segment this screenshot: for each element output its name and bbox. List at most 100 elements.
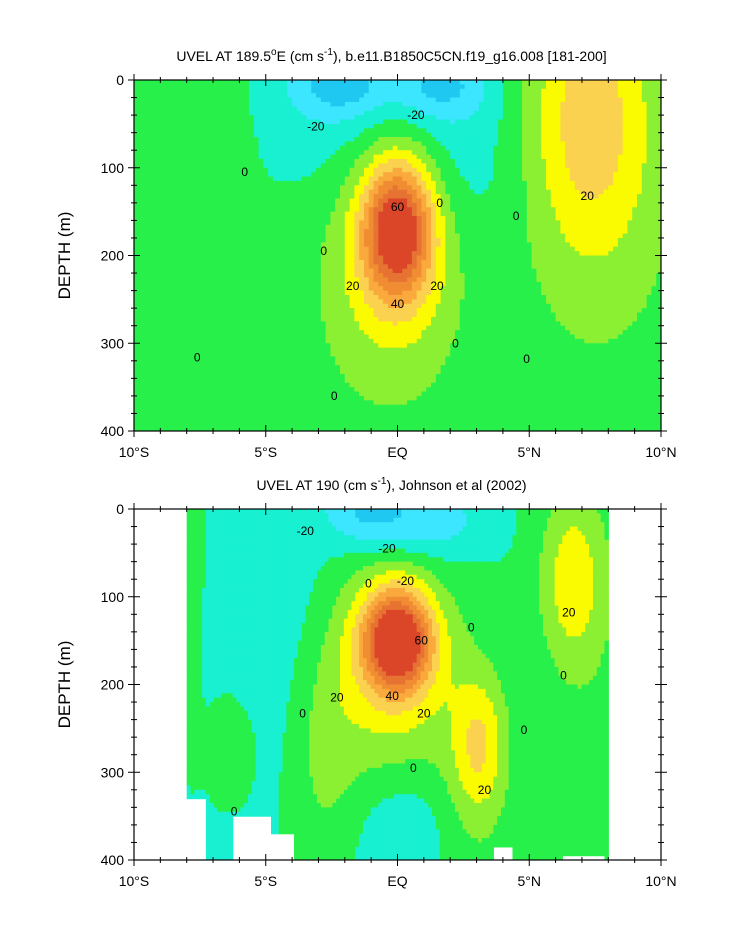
field-cell	[244, 97, 250, 103]
field-cell	[215, 391, 221, 397]
field-cell	[320, 290, 327, 296]
field-cell	[411, 194, 418, 200]
field-cell	[325, 84, 332, 90]
field-cell	[191, 80, 197, 85]
field-cell	[215, 101, 221, 107]
field-cell	[201, 115, 207, 121]
field-cell	[397, 413, 403, 419]
field-cell	[210, 189, 217, 195]
field-cell	[296, 308, 303, 314]
field-cell	[373, 347, 379, 353]
field-cell	[134, 378, 140, 384]
field-cell	[363, 321, 370, 327]
field-cell	[407, 145, 413, 151]
field-cell	[220, 391, 226, 397]
field-cell	[335, 88, 341, 94]
field-cell	[292, 110, 298, 116]
field-cell	[282, 88, 288, 94]
field-cell	[172, 299, 178, 305]
field-cell	[335, 299, 341, 305]
field-cell	[277, 163, 284, 169]
field-cell	[181, 369, 188, 375]
field-cell	[354, 145, 360, 151]
field-cell	[157, 308, 164, 314]
field-cell	[153, 185, 159, 191]
field-cell	[311, 233, 317, 239]
field-cell	[306, 110, 312, 116]
field-cell	[426, 325, 432, 331]
field-cell	[162, 80, 169, 85]
field-cell	[287, 194, 293, 200]
field-cell	[426, 246, 432, 252]
field-cell	[392, 132, 399, 138]
field-cell	[244, 294, 250, 300]
field-cell	[248, 308, 255, 314]
field-cell	[277, 84, 284, 90]
field-cell	[229, 132, 236, 138]
field-cell	[387, 338, 394, 344]
field-cell	[306, 198, 312, 204]
field-cell	[349, 316, 355, 322]
field-cell	[340, 360, 346, 366]
field-cell	[383, 325, 389, 331]
field-cell	[239, 268, 245, 274]
field-cell	[416, 189, 423, 195]
field-cell	[316, 404, 322, 410]
field-cell	[258, 110, 264, 116]
field-cell	[325, 93, 332, 99]
field-cell	[311, 216, 317, 221]
field-cell	[392, 290, 399, 296]
field-cell	[215, 115, 221, 121]
field-cell	[340, 180, 346, 186]
field-cell	[177, 400, 183, 406]
field-cell	[215, 255, 221, 261]
field-cell	[392, 216, 399, 221]
field-cell	[363, 281, 370, 287]
field-cell	[311, 259, 317, 265]
field-cell	[177, 330, 183, 336]
field-cell	[340, 413, 346, 419]
field-cell	[431, 101, 437, 107]
field-cell	[177, 167, 183, 173]
field-cell	[411, 180, 418, 186]
field-cell	[363, 417, 370, 423]
field-cell	[239, 202, 245, 208]
field-cell	[258, 224, 264, 230]
field-cell	[311, 400, 317, 406]
field-cell	[167, 259, 173, 265]
field-cell	[316, 369, 322, 375]
field-cell	[383, 330, 389, 336]
field-cell	[344, 404, 351, 410]
field-cell	[311, 251, 317, 257]
field-cell	[397, 106, 403, 112]
field-cell	[263, 189, 269, 195]
field-cell	[153, 123, 159, 129]
field-cell	[134, 316, 140, 322]
field-cell	[301, 422, 308, 428]
field-cell	[181, 97, 188, 103]
field-cell	[407, 237, 413, 243]
field-cell	[220, 172, 226, 178]
field-cell	[397, 264, 403, 270]
field-cell	[167, 198, 173, 204]
field-cell	[244, 172, 250, 178]
field-cell	[177, 404, 183, 410]
field-cell	[196, 281, 202, 287]
field-cell	[282, 404, 288, 410]
field-cell	[234, 352, 240, 358]
field-cell	[368, 145, 375, 151]
field-cell	[397, 158, 403, 164]
field-cell	[153, 378, 159, 384]
field-cell	[426, 273, 432, 279]
field-cell	[392, 163, 399, 169]
field-cell	[292, 404, 298, 410]
field-cell	[181, 356, 188, 362]
field-cell	[263, 338, 269, 344]
field-cell	[210, 321, 217, 327]
field-cell	[244, 132, 250, 138]
field-cell	[344, 373, 351, 379]
field-cell	[325, 294, 332, 300]
field-cell	[244, 356, 250, 362]
field-cell	[229, 194, 236, 200]
field-cell	[368, 97, 375, 103]
